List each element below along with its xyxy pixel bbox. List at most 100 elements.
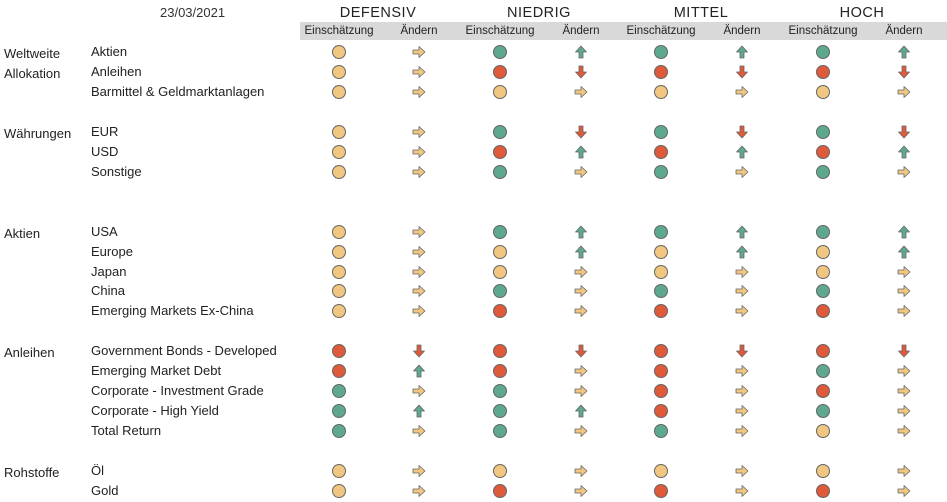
arrow-down-icon — [735, 125, 749, 139]
arrow-up-icon — [412, 404, 426, 418]
arrow-right-icon — [897, 424, 911, 438]
row-label: China — [91, 283, 125, 298]
rating-negative-icon — [816, 484, 830, 498]
rating-neutral-icon — [332, 464, 346, 478]
rating-neutral-icon — [654, 265, 668, 279]
rating-positive-icon — [816, 225, 830, 239]
rating-positive-icon — [493, 384, 507, 398]
row-label: Sonstige — [91, 164, 142, 179]
arrow-right-icon — [735, 85, 749, 99]
arrow-up-icon — [574, 145, 588, 159]
row-label: EUR — [91, 124, 119, 139]
rating-neutral-icon — [493, 265, 507, 279]
arrow-up-icon — [574, 225, 588, 239]
rating-negative-icon — [816, 384, 830, 398]
category-label: Rohstoffe — [4, 465, 60, 480]
row-label: Japan — [91, 264, 127, 279]
rating-positive-icon — [816, 404, 830, 418]
rating-neutral-icon — [332, 304, 346, 318]
rating-positive-icon — [332, 404, 346, 418]
row-label: Barmittel & Geldmarktanlagen — [91, 84, 265, 99]
rating-negative-icon — [654, 364, 668, 378]
rating-neutral-icon — [816, 85, 830, 99]
arrow-right-icon — [412, 284, 426, 298]
row-label: Government Bonds - Developed — [91, 343, 277, 358]
rating-negative-icon — [493, 145, 507, 159]
rating-neutral-icon — [654, 85, 668, 99]
category-label: Währungen — [4, 126, 72, 141]
rating-neutral-icon — [332, 45, 346, 59]
rating-column-header: Einschätzung — [626, 25, 696, 37]
rating-neutral-icon — [332, 284, 346, 298]
rating-positive-icon — [654, 125, 668, 139]
arrow-down-icon — [574, 125, 588, 139]
change-column-header: Ändern — [885, 25, 923, 37]
arrow-right-icon — [574, 484, 588, 498]
rating-positive-icon — [332, 384, 346, 398]
rating-negative-icon — [654, 65, 668, 79]
rating-negative-icon — [816, 145, 830, 159]
row-label: Total Return — [91, 423, 162, 438]
rating-neutral-icon — [654, 245, 668, 259]
arrow-right-icon — [735, 484, 749, 498]
rating-positive-icon — [816, 125, 830, 139]
arrow-up-icon — [897, 225, 911, 239]
arrow-down-icon — [574, 65, 588, 79]
row-label: Corporate - High Yield — [91, 403, 219, 418]
rating-neutral-icon — [493, 245, 507, 259]
arrow-right-icon — [897, 284, 911, 298]
rating-positive-icon — [493, 404, 507, 418]
subheader-bar — [300, 22, 947, 40]
rating-neutral-icon — [332, 165, 346, 179]
arrow-down-icon — [412, 344, 426, 358]
rating-column-header: Einschätzung — [465, 25, 535, 37]
rating-negative-icon — [493, 364, 507, 378]
arrow-down-icon — [897, 344, 911, 358]
rating-negative-icon — [654, 145, 668, 159]
arrow-right-icon — [897, 464, 911, 478]
arrow-right-icon — [897, 265, 911, 279]
row-label: Öl — [91, 463, 104, 478]
rating-neutral-icon — [816, 265, 830, 279]
arrow-right-icon — [897, 165, 911, 179]
arrow-up-icon — [735, 145, 749, 159]
arrow-down-icon — [735, 65, 749, 79]
arrow-right-icon — [412, 145, 426, 159]
arrow-right-icon — [412, 85, 426, 99]
arrow-right-icon — [412, 424, 426, 438]
arrow-right-icon — [574, 85, 588, 99]
arrow-right-icon — [412, 304, 426, 318]
arrow-up-icon — [897, 145, 911, 159]
rating-negative-icon — [493, 304, 507, 318]
rating-positive-icon — [493, 424, 507, 438]
arrow-right-icon — [574, 364, 588, 378]
arrow-right-icon — [735, 304, 749, 318]
profile-header-defensiv: DEFENSIV — [339, 5, 417, 21]
rating-negative-icon — [654, 404, 668, 418]
arrow-right-icon — [412, 225, 426, 239]
rating-neutral-icon — [332, 225, 346, 239]
arrow-right-icon — [897, 484, 911, 498]
rating-negative-icon — [654, 304, 668, 318]
row-label: Corporate - Investment Grade — [91, 383, 264, 398]
arrow-right-icon — [735, 165, 749, 179]
arrow-right-icon — [412, 464, 426, 478]
arrow-right-icon — [735, 404, 749, 418]
rating-positive-icon — [493, 225, 507, 239]
arrow-right-icon — [735, 424, 749, 438]
rating-positive-icon — [816, 284, 830, 298]
category-label: Weltweite Allokation — [4, 46, 61, 81]
arrow-right-icon — [735, 284, 749, 298]
arrow-up-icon — [574, 45, 588, 59]
change-column-header: Ändern — [562, 25, 600, 37]
arrow-up-icon — [897, 245, 911, 259]
rating-negative-icon — [654, 484, 668, 498]
profile-header-niedrig: NIEDRIG — [507, 5, 571, 21]
rating-neutral-icon — [816, 464, 830, 478]
arrow-right-icon — [735, 265, 749, 279]
arrow-right-icon — [412, 125, 426, 139]
row-label: Emerging Market Debt — [91, 363, 222, 378]
arrow-right-icon — [412, 65, 426, 79]
rating-positive-icon — [654, 45, 668, 59]
change-column-header: Ändern — [400, 25, 438, 37]
